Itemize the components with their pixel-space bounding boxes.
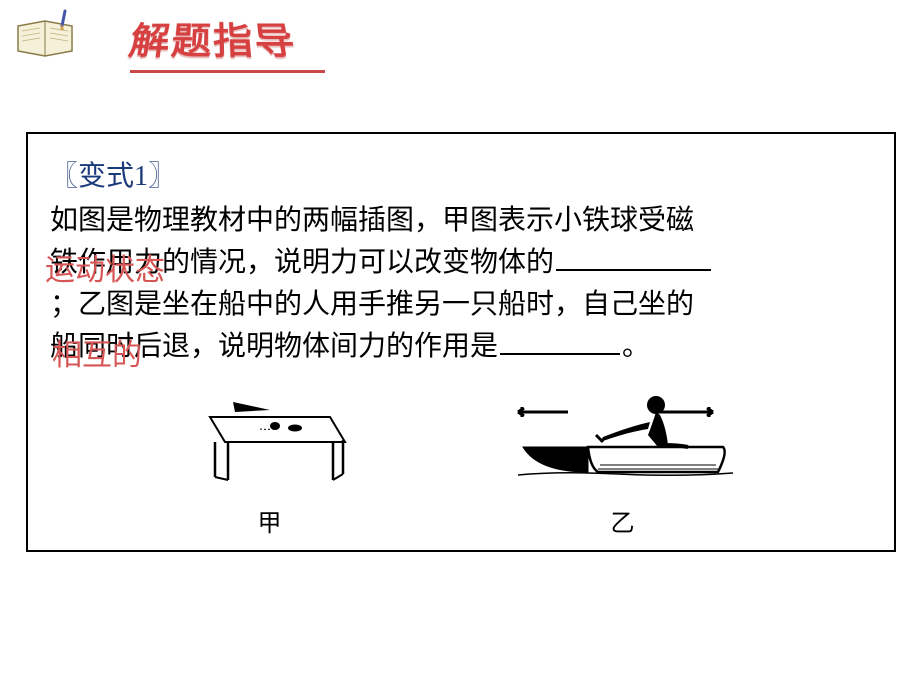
blank-1 — [556, 269, 711, 271]
boat-person-illustration — [508, 387, 738, 492]
problem-content-box: 〖变式1〗 如图是物理教材中的两幅插图，甲图表示小铁球受磁 铁作用力的情况，说明… — [26, 132, 896, 552]
table-magnet-illustration — [185, 382, 355, 492]
illustration-label-right: 乙 — [508, 503, 738, 538]
blank-2 — [500, 353, 620, 355]
open-book-icon — [10, 6, 80, 66]
page-title-3d: 解题指导 — [125, 13, 301, 66]
header-section: 解题指导 — [10, 5, 301, 66]
illustration-label-left: 甲 — [185, 503, 355, 538]
answer-2: 相互的 — [52, 330, 142, 374]
problem-line1: 如图是物理教材中的两幅插图，甲图表示小铁球受磁 — [50, 205, 694, 236]
answer-1: 运动状态 — [45, 245, 165, 289]
illustration-left-group: 甲 — [185, 382, 355, 538]
problem-line4b: 。 — [622, 331, 650, 362]
problem-text: 如图是物理教材中的两幅插图，甲图表示小铁球受磁 铁作用力的情况，说明力可以改变物… — [50, 200, 872, 368]
illustration-right-group: 乙 — [508, 387, 738, 538]
title-underline — [130, 70, 325, 73]
variant-label: 〖变式1〗 — [50, 154, 872, 194]
problem-line3: ；乙图是坐在船中的人用手推另一只船时，自己坐的 — [50, 289, 694, 320]
illustrations-row: 甲 乙 — [28, 382, 894, 538]
